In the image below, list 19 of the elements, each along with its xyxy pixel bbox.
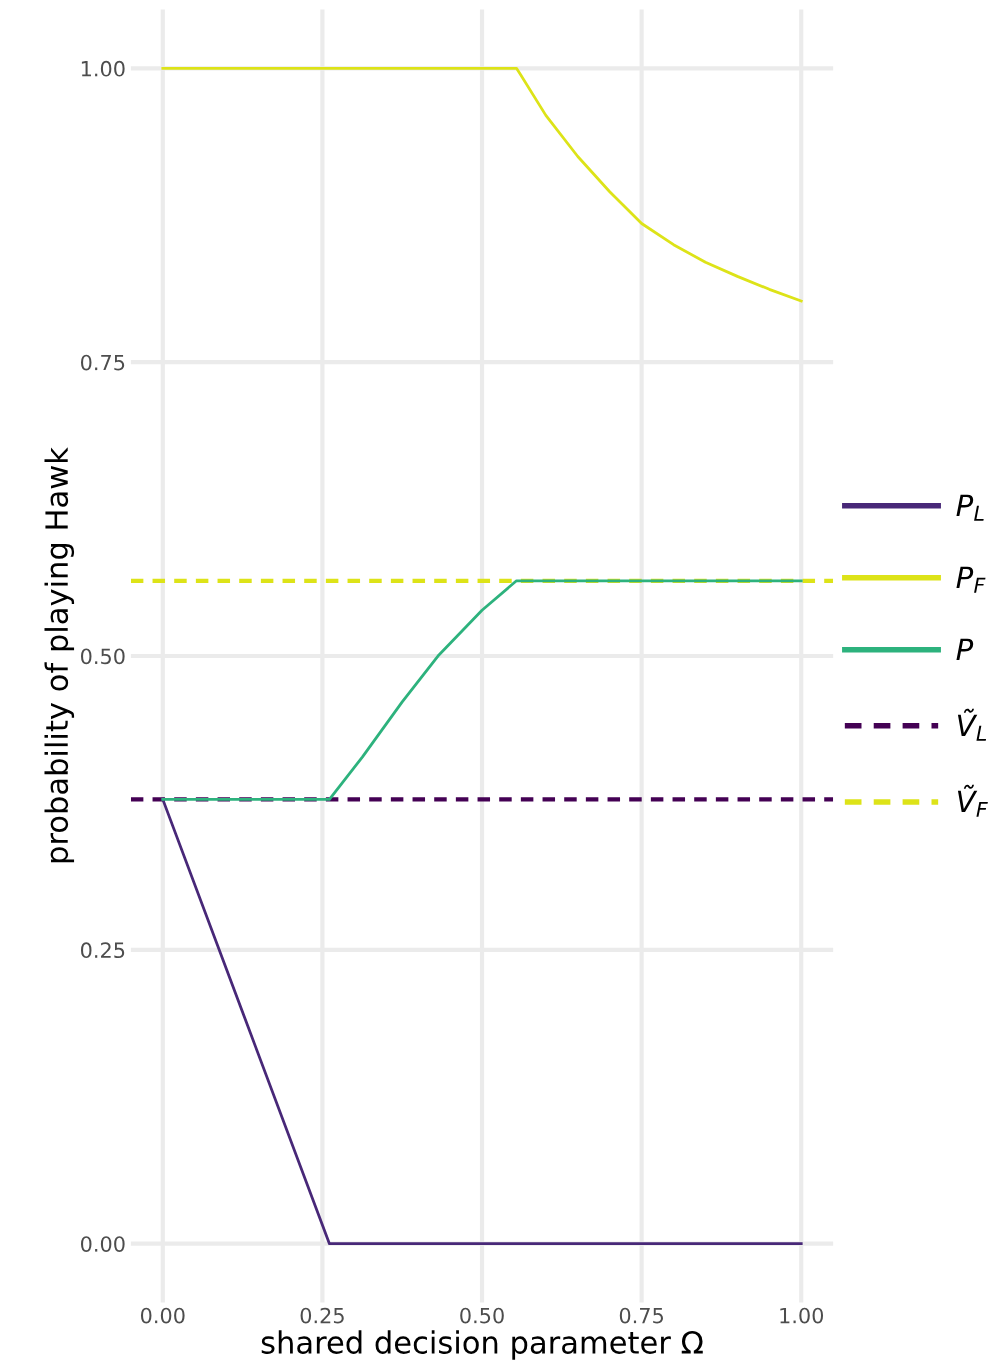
y-tick-label: 1.00	[81, 60, 125, 77]
y-tick-label: 0.50	[80, 648, 125, 665]
legend-label: Ṽ$_{F}$	[957, 784, 988, 817]
y-tick-label: 0.00	[80, 1236, 125, 1252]
legend-label: P$_{L}$	[956, 494, 984, 521]
y-tick-label: 0.25	[80, 942, 125, 959]
x-tick-label: 0.50	[460, 1307, 504, 1324]
y-axis-title: probability of playing Hawk	[44, 447, 75, 863]
x-axis-title: shared decision parameter Ω	[261, 1330, 703, 1360]
line-series	[161, 66, 803, 303]
legend-label: Ṽ$_{L}$	[957, 708, 987, 741]
line-series	[161, 579, 803, 801]
legend-label: P	[956, 638, 974, 660]
y-tick-label: 0.75	[80, 354, 125, 371]
x-tick-label: 0.00	[140, 1307, 185, 1324]
legend-label: P$_{F}$	[956, 566, 986, 593]
x-tick-label: 0.25	[300, 1307, 344, 1324]
x-tick-label: 1.00	[780, 1307, 824, 1324]
x-tick-label: 0.75	[619, 1307, 663, 1324]
